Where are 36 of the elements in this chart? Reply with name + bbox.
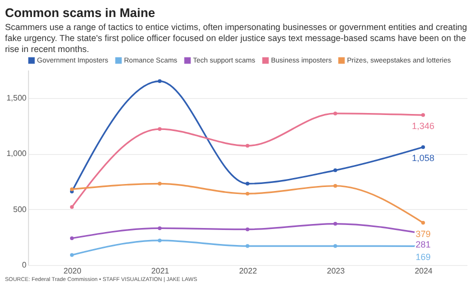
point [70, 253, 74, 257]
point [246, 227, 250, 232]
point [333, 244, 338, 248]
point [158, 238, 162, 242]
chart-subtitle: Scammers use a range of tactics to entice victims, often impersonating businesses or government entities and creating fake urgency. The state's first police officer focused on elder justice says text message-based scams have been on the rise in recent months. [5, 22, 468, 55]
chart-title: Common scams in Maine [5, 6, 156, 20]
y-tick-label: 0 [22, 260, 28, 270]
y-tick-label: 500 [13, 204, 28, 214]
point [70, 187, 74, 192]
point [333, 184, 338, 188]
point [246, 182, 250, 186]
point [158, 79, 162, 84]
point [246, 192, 250, 196]
point [246, 244, 250, 248]
point [421, 145, 425, 149]
point [158, 182, 162, 186]
point [333, 222, 338, 226]
x-tick-label: 2021 [151, 266, 170, 276]
data-label: 1,346 [412, 121, 434, 132]
x-tick-label: 2022 [239, 266, 258, 276]
x-tick-label: 2024 [414, 266, 434, 276]
y-tick-label: 1,500 [6, 93, 28, 102]
point [246, 144, 250, 148]
point [333, 112, 338, 116]
point [70, 205, 74, 209]
point [158, 226, 162, 230]
point [70, 236, 74, 240]
data-label: 1,058 [412, 153, 434, 164]
point [333, 168, 338, 172]
x-tick-label: 2020 [64, 266, 82, 276]
point [421, 113, 425, 117]
y-tick-label: 1,000 [6, 149, 28, 158]
x-tick-label: 2023 [326, 266, 346, 276]
point [421, 220, 425, 225]
point [158, 127, 162, 131]
data-label: 169 [416, 252, 431, 262]
